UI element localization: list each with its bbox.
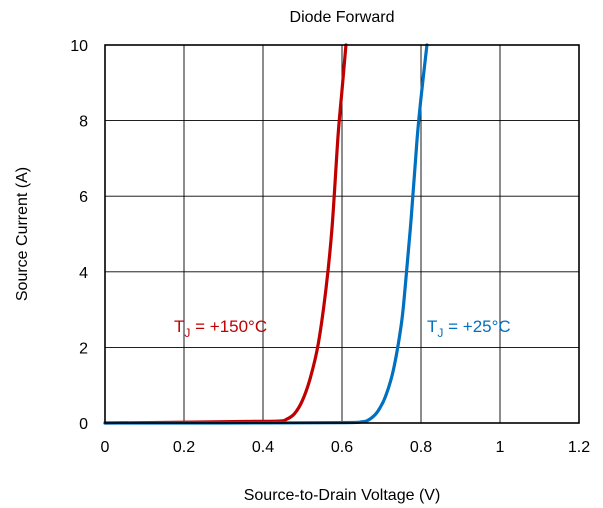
x-tick-labels: 0 0.2 0.4 0.6 0.8 1 1.2 [101, 439, 591, 456]
x-tick-label-2: 0.4 [252, 439, 274, 456]
y-tick-label-5: 10 [70, 38, 88, 55]
series-labels: TJ = +150°C TJ = +25°C [174, 317, 511, 340]
chart-title: Diode Forward [290, 9, 395, 26]
y-tick-label-3: 6 [79, 189, 88, 206]
y-tick-label-0: 0 [79, 416, 88, 433]
x-tick-label-0: 0 [101, 439, 110, 456]
series-group [103, 43, 429, 425]
plot-frame [104, 44, 580, 424]
x-tick-label-6: 1.2 [568, 439, 590, 456]
y-tick-label-4: 8 [79, 114, 88, 131]
series-label-0: TJ = +150°C [174, 317, 267, 340]
x-tick-label-3: 0.6 [331, 439, 353, 456]
x-tick-label-5: 1 [496, 439, 505, 456]
x-tick-label-4: 0.8 [410, 439, 432, 456]
y-axis-label: Source Current (A) [14, 167, 31, 301]
y-tick-labels: 0 2 4 6 8 10 [70, 38, 88, 433]
series-label-1: TJ = +25°C [427, 317, 511, 340]
x-tick-label-1: 0.2 [173, 439, 195, 456]
series-line-1 [103, 43, 429, 425]
series-line-0 [103, 43, 348, 425]
y-tick-label-2: 4 [79, 265, 88, 282]
y-tick-label-1: 2 [79, 340, 88, 357]
x-axis-label: Source-to-Drain Voltage (V) [244, 487, 441, 504]
